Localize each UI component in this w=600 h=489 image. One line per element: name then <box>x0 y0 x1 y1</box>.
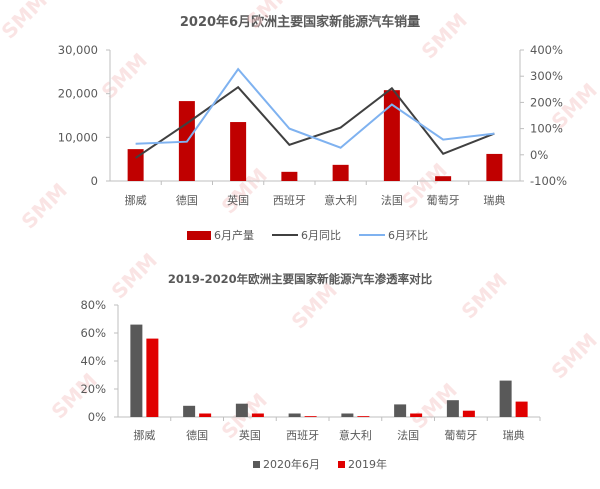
chart2-category-label: 德国 <box>186 428 208 442</box>
chart2-y-tick: 40% <box>80 354 106 368</box>
chart1-title: 2020年6月欧洲主要国家新能源汽车销量 <box>179 15 421 30</box>
chart2-bar <box>304 416 317 417</box>
chart2-bar <box>288 413 301 417</box>
chart2-bar <box>515 401 528 417</box>
chart1-category-label: 英国 <box>227 193 249 207</box>
watermark-text: SMM <box>242 0 297 34</box>
legend-label: 2020年6月 <box>263 458 320 471</box>
chart1-category-label: 法国 <box>381 193 403 207</box>
chart1-line <box>135 67 495 149</box>
chart2-bar <box>446 400 459 417</box>
chart1-right-tick: -100% <box>530 174 567 188</box>
chart1-bar <box>230 122 247 181</box>
chart2-y-tick: 80% <box>80 298 106 312</box>
chart1-category-label: 瑞典 <box>483 193 505 207</box>
legend-item: 6月产量 <box>187 227 254 243</box>
chart1-left-tick: 10,000 <box>58 130 98 144</box>
chart2-category-label: 法国 <box>397 428 419 442</box>
chart2-bar <box>357 416 370 417</box>
watermark-text: SMM <box>17 178 72 233</box>
chart1-right-tick: 300% <box>530 69 563 83</box>
chart2-legend: 2020年6月 2019年 <box>253 456 387 472</box>
legend-line-swatch-icon <box>272 234 298 236</box>
watermark-text: SMM <box>417 8 472 63</box>
watermark-text: SMM <box>97 48 152 103</box>
chart1-category-label: 德国 <box>176 193 198 207</box>
legend-line-swatch-icon <box>359 234 385 236</box>
chart1-right-tick: 0% <box>530 148 548 162</box>
chart1-bar <box>281 171 298 181</box>
chart1-bar <box>127 149 144 181</box>
chart2-bar <box>199 413 212 417</box>
chart2-bar <box>410 413 423 417</box>
chart2-bar <box>130 324 143 417</box>
chart1-line <box>135 85 495 159</box>
chart2-bar <box>183 405 196 417</box>
watermark-text: SMM <box>457 268 512 323</box>
chart2-category-label: 英国 <box>239 428 261 442</box>
legend-item: 2020年6月 <box>253 456 320 472</box>
watermark-text: SMM <box>0 0 52 44</box>
legend-label: 6月同比 <box>301 229 341 242</box>
chart1-left-tick: 0 <box>91 174 98 188</box>
chart1-right-tick: 400% <box>530 43 563 57</box>
chart1-left-tick: 30,000 <box>58 43 98 57</box>
legend-item: 6月环比 <box>359 227 428 243</box>
legend-square-swatch-icon <box>253 460 260 468</box>
chart2-bar <box>146 338 159 417</box>
watermark-text: SMM <box>287 278 342 333</box>
legend-item: 2019年 <box>338 456 387 472</box>
chart2-y-tick: 0% <box>88 410 106 424</box>
chart1-category-label: 挪威 <box>125 193 147 207</box>
chart1-bar <box>486 153 503 181</box>
legend-square-swatch-icon <box>338 460 345 468</box>
chart1-category-label: 意大利 <box>324 193 357 207</box>
legend-label: 6月环比 <box>388 229 428 242</box>
chart2-bar <box>462 410 475 417</box>
chart1-category-label: 葡萄牙 <box>427 194 460 207</box>
chart1-right-tick: 100% <box>530 122 563 136</box>
chart1-right-tick: 200% <box>530 95 563 109</box>
chart1-bar <box>332 164 349 181</box>
chart2-category-label: 葡萄牙 <box>444 429 477 442</box>
chart2-category-label: 瑞典 <box>503 428 525 442</box>
chart1-bar <box>383 90 400 181</box>
chart2-y-tick: 20% <box>80 382 106 396</box>
chart1-bar <box>435 176 452 181</box>
watermark-text: SMM <box>107 248 162 303</box>
chart1-legend: 6月产量 6月同比 6月环比 <box>187 227 428 243</box>
chart2-bar <box>499 380 512 417</box>
legend-label: 6月产量 <box>214 229 254 242</box>
chart2-title: 2019-2020年欧洲主要国家新能源汽车渗透率对比 <box>167 272 433 286</box>
chart2-category-label: 意大利 <box>339 428 372 442</box>
chart2-bar <box>341 413 354 417</box>
chart2-bar <box>394 404 407 417</box>
legend-bar-swatch-icon <box>187 230 211 240</box>
legend-label: 2019年 <box>348 458 387 471</box>
chart1-left-tick: 20,000 <box>58 87 98 101</box>
chart2-category-label: 西班牙 <box>286 429 319 442</box>
chart1-category-label: 西班牙 <box>273 194 306 207</box>
chart2-bar <box>235 403 248 417</box>
chart2-bar <box>251 413 264 417</box>
chart2-category-label: 挪威 <box>133 428 155 442</box>
watermark-text: SMM <box>547 328 600 383</box>
chart2-y-tick: 60% <box>80 326 106 340</box>
legend-item: 6月同比 <box>272 227 341 243</box>
